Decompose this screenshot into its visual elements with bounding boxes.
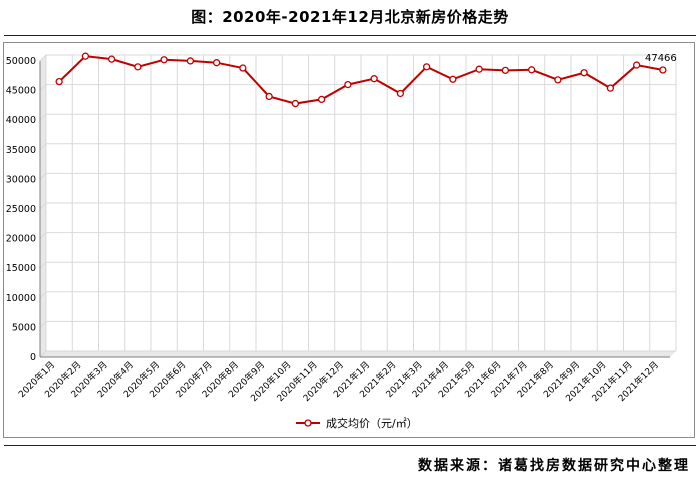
data-point (554, 76, 562, 84)
chart-floor (40, 351, 676, 357)
data-point (212, 59, 221, 67)
gridline-depth (39, 291, 47, 299)
data-point (501, 66, 510, 75)
gridline-depth (39, 173, 47, 180)
data-point (370, 75, 378, 83)
data-point (580, 69, 588, 77)
chart-frame: 0 5000 10000 15000 20000 25000 30000 35000 40000… (3, 42, 695, 438)
y-tick-label: 30000 (6, 174, 36, 185)
data-point (449, 75, 457, 83)
series-line (58, 55, 664, 105)
gridline-depth (39, 143, 47, 151)
data-point (265, 92, 273, 101)
data-point (344, 80, 352, 89)
y-tick-label: 40000 (6, 115, 36, 126)
legend-label: 成交均价（元/㎡） (326, 416, 418, 430)
legend: 成交均价（元/㎡） (296, 416, 418, 430)
data-point (291, 99, 300, 108)
gridline-depth (39, 113, 47, 121)
data-point (186, 57, 195, 65)
data-point (134, 63, 142, 71)
data-point (160, 56, 168, 64)
y-tick-label: 50000 (6, 56, 36, 67)
y-tick-label: 25000 (6, 204, 36, 215)
chart-title: 图：2020年-2021年12月北京新房价格走势 (191, 8, 509, 26)
data-point (606, 84, 615, 92)
source-divider (4, 445, 696, 446)
line-chart: 0 5000 10000 15000 20000 25000 30000 35000 40000… (6, 52, 677, 430)
y-tick-label: 5000 (12, 322, 36, 333)
data-point (55, 77, 63, 86)
data-point (239, 64, 247, 72)
data-point (317, 95, 326, 104)
data-point (475, 65, 483, 73)
data-point (81, 52, 90, 60)
gridline-depth (39, 54, 47, 62)
data-point (527, 66, 536, 74)
y-tick-label: 15000 (6, 263, 36, 274)
y-tick-label: 45000 (6, 86, 36, 97)
data-point (659, 66, 667, 74)
data-point (107, 55, 116, 63)
title-divider (4, 35, 696, 36)
y-tick-label: 0 (30, 352, 36, 363)
data-point (422, 63, 431, 71)
data-point (632, 61, 641, 69)
gridline-depth (39, 261, 47, 269)
y-tick-label: 20000 (6, 234, 36, 245)
source-note: 数据来源：诸葛找房数据研究中心整理 (418, 458, 690, 474)
y-tick-label: 10000 (6, 293, 36, 304)
data-point (396, 89, 405, 98)
gridline-depth (39, 84, 47, 91)
legend-marker (304, 419, 312, 427)
gridline-depth (39, 202, 47, 210)
y-tick-label: 35000 (6, 145, 36, 156)
data-label: 47466 (645, 53, 677, 64)
gridline-depth (39, 232, 47, 239)
gridline-depth (39, 350, 47, 358)
gridline-depth (39, 321, 47, 328)
